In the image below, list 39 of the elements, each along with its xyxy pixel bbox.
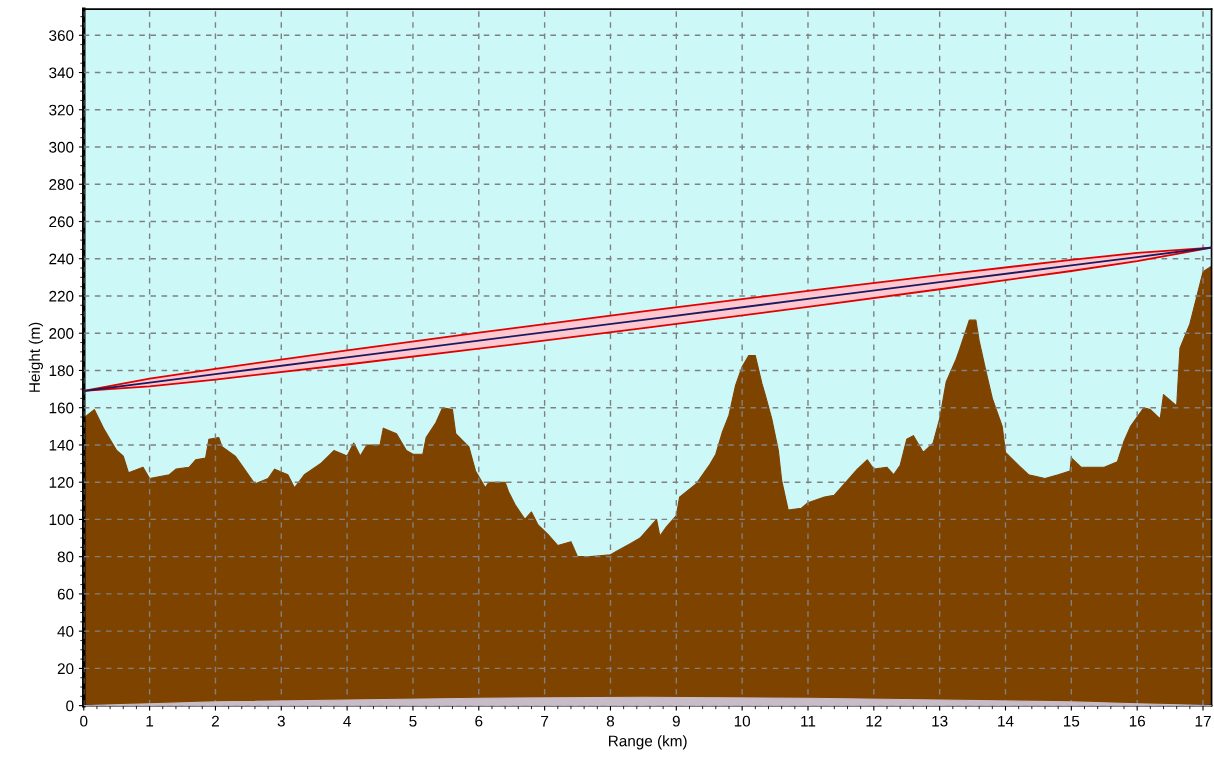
y-tick-label: 180 <box>49 365 74 377</box>
x-tick-label: 5 <box>409 715 417 727</box>
x-tick-label: 17 <box>1195 715 1211 727</box>
x-tick-label: 1 <box>146 715 154 727</box>
y-tick-label: 320 <box>49 104 74 116</box>
x-tick-label: 10 <box>734 715 751 727</box>
y-tick-label: 340 <box>49 67 74 79</box>
x-tick-label: 12 <box>866 715 882 727</box>
x-tick-label: 15 <box>1064 715 1080 727</box>
x-tick-label: 14 <box>998 715 1014 727</box>
x-tick-label: 2 <box>211 715 219 727</box>
y-tick-label: 240 <box>49 253 74 265</box>
y-tick-label: 80 <box>57 551 74 563</box>
y-tick-label: 300 <box>49 141 74 153</box>
x-tick-label: 3 <box>277 715 285 727</box>
x-axis-title: Range (km) <box>609 735 687 750</box>
y-tick-label: 0 <box>66 700 74 712</box>
x-tick-label: 4 <box>343 715 351 727</box>
y-tick-label: 220 <box>49 290 74 302</box>
x-tick-label: 11 <box>801 715 816 727</box>
y-tick-label: 140 <box>49 439 74 451</box>
y-tick-label: 120 <box>49 477 74 488</box>
x-tick-label: 0 <box>80 715 88 727</box>
y-tick-label: 40 <box>57 626 74 637</box>
y-tick-label: 60 <box>57 588 74 600</box>
x-tick-label: 9 <box>672 715 680 727</box>
y-tick-label: 100 <box>49 514 74 526</box>
y-tick-label: 20 <box>57 663 74 675</box>
y-tick-label: 260 <box>49 216 74 228</box>
x-tick-label: 7 <box>541 715 549 727</box>
x-tick-label: 8 <box>606 715 615 727</box>
y-tick-label: 280 <box>49 179 74 190</box>
x-tick-label: 13 <box>932 715 948 727</box>
x-tick-label: 16 <box>1129 715 1145 727</box>
x-tick-label: 6 <box>475 715 483 727</box>
y-tick-label: 160 <box>49 402 74 414</box>
y-tick-label: 200 <box>49 328 74 339</box>
y-axis-title: Height (m) <box>28 322 43 392</box>
y-tick-label: 360 <box>49 30 74 41</box>
